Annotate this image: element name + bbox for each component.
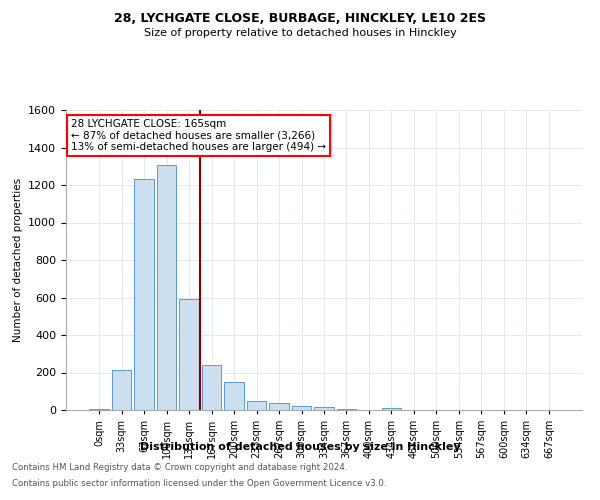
Text: Contains HM Land Registry data © Crown copyright and database right 2024.: Contains HM Land Registry data © Crown c…	[12, 464, 347, 472]
Text: Size of property relative to detached houses in Hinckley: Size of property relative to detached ho…	[143, 28, 457, 38]
Bar	[112, 370, 131, 410]
Bar	[337, 409, 356, 410]
Text: 28, LYCHGATE CLOSE, BURBAGE, HINCKLEY, LE10 2ES: 28, LYCHGATE CLOSE, BURBAGE, HINCKLEY, L…	[114, 12, 486, 26]
Bar	[202, 365, 221, 410]
Bar	[157, 166, 176, 410]
Text: 28 LYCHGATE CLOSE: 165sqm
← 87% of detached houses are smaller (3,266)
13% of se: 28 LYCHGATE CLOSE: 165sqm ← 87% of detac…	[71, 119, 326, 152]
Text: Contains public sector information licensed under the Open Government Licence v3: Contains public sector information licen…	[12, 478, 386, 488]
Bar	[134, 180, 154, 410]
Bar	[382, 408, 401, 410]
Bar	[292, 406, 311, 410]
Y-axis label: Number of detached properties: Number of detached properties	[13, 178, 23, 342]
Bar	[314, 407, 334, 410]
Bar	[247, 400, 266, 410]
Bar	[179, 300, 199, 410]
Bar	[224, 382, 244, 410]
Bar	[269, 402, 289, 410]
Bar	[89, 409, 109, 410]
Text: Distribution of detached houses by size in Hinckley: Distribution of detached houses by size …	[140, 442, 460, 452]
